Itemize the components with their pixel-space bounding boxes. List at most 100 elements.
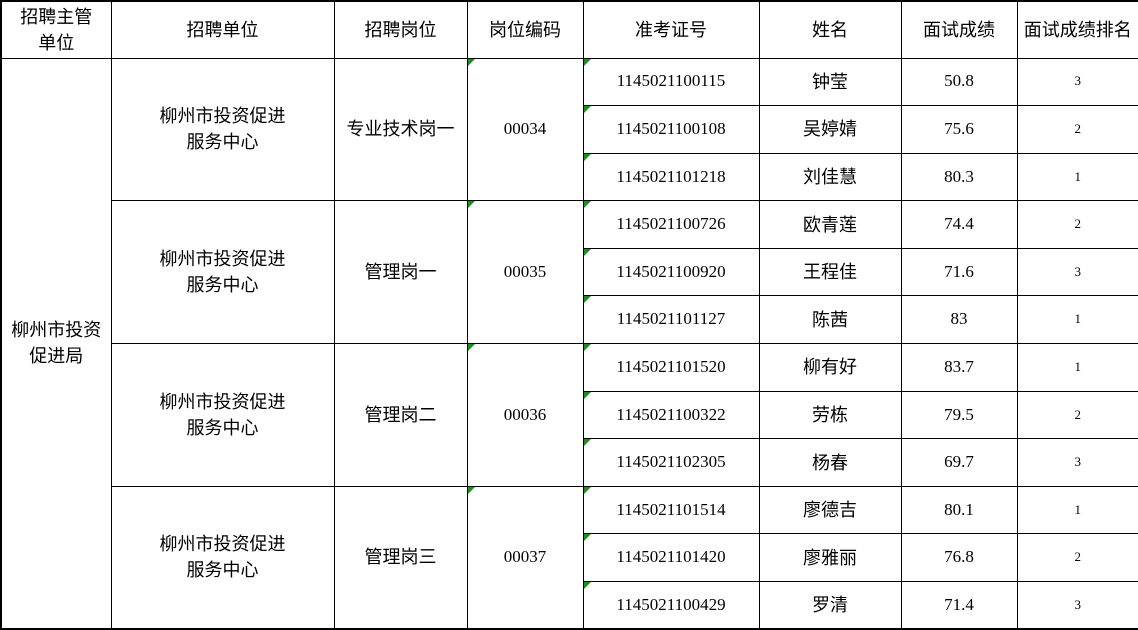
stored-as-text-marker-icon xyxy=(584,487,591,494)
header-rank: 面试成绩排名 xyxy=(1016,0,1138,59)
cell-ticket: 1145021100920 xyxy=(582,247,760,297)
cell-name: 陈茜 xyxy=(758,295,902,345)
ticket-label: 1145021101520 xyxy=(616,357,726,377)
cell-code: 00035 xyxy=(466,200,584,345)
table-row: 1145021100322 劳栋 79.5 2 xyxy=(1,390,1138,440)
cell-rank: 2 xyxy=(1016,200,1138,249)
table-row: 柳州市投资促进服务中心 管理岗二 00036 1145021101520 柳有好… xyxy=(1,343,1138,487)
stored-as-text-marker-icon xyxy=(468,201,475,209)
header-ticket: 准考证号 xyxy=(582,0,760,59)
cell-name: 劳栋 xyxy=(758,390,902,440)
table-row: 1145021101127 陈茜 83 1 xyxy=(1,295,1138,345)
cell-unit: 柳州市投资促进服务中心 xyxy=(110,57,335,202)
cell-ticket: 1145021100115 xyxy=(582,57,760,107)
cell-ticket: 1145021102305 xyxy=(582,438,760,487)
cell-position: 管理岗一 xyxy=(333,200,468,345)
cell-name: 王程佳 xyxy=(758,247,902,297)
cell-rank: 3 xyxy=(1016,581,1138,630)
cell-unit: 柳州市投资促进服务中心 xyxy=(110,485,335,630)
header-row: 招聘主管单位 招聘单位 招聘岗位 岗位编码 准考证号 姓名 面试成绩 面试成绩排… xyxy=(0,0,1138,59)
cell-score: 83 xyxy=(900,295,1018,345)
cell-supervisor-unit: 柳州市投资促进局 xyxy=(0,57,112,630)
cell-name: 廖雅丽 xyxy=(758,533,902,583)
cell-unit: 柳州市投资促进服务中心 xyxy=(110,200,335,345)
cell-code: 00037 xyxy=(466,485,584,630)
cell-ticket: 1145021101514 xyxy=(582,485,760,535)
cell-rank: 1 xyxy=(1016,295,1138,345)
cell-score: 79.5 xyxy=(900,390,1018,440)
stored-as-text-marker-icon xyxy=(584,106,591,114)
cell-score: 83.7 xyxy=(900,343,1018,392)
cell-rank: 2 xyxy=(1016,105,1138,154)
code-label: 00036 xyxy=(503,404,547,424)
cell-ticket: 1145021100726 xyxy=(582,200,760,249)
ticket-label: 1145021100726 xyxy=(616,214,726,234)
cell-score: 71.6 xyxy=(900,247,1018,297)
cell-score: 50.8 xyxy=(900,57,1018,107)
stored-as-text-marker-icon xyxy=(584,392,591,399)
unit-label: 柳州市投资促进服务中心 xyxy=(159,106,286,153)
header-name: 姓名 xyxy=(758,0,902,59)
unit-label: 柳州市投资促进服务中心 xyxy=(159,249,286,296)
table-row: 1145021101420 廖雅丽 76.8 2 xyxy=(1,533,1138,583)
cell-position: 专业技术岗一 xyxy=(333,57,468,202)
code-label: 00035 xyxy=(503,261,547,281)
header-unit: 招聘单位 xyxy=(110,0,335,59)
cell-name: 廖德吉 xyxy=(758,485,902,535)
header-position: 招聘岗位 xyxy=(333,0,468,59)
stored-as-text-marker-icon xyxy=(584,201,591,209)
cell-name: 杨春 xyxy=(758,438,902,487)
ticket-label: 1145021100115 xyxy=(616,71,726,91)
cell-unit: 柳州市投资促进服务中心 xyxy=(110,343,335,487)
stored-as-text-marker-icon xyxy=(584,344,591,352)
stored-as-text-marker-icon xyxy=(584,249,591,256)
ticket-label: 1145021100920 xyxy=(616,261,726,281)
cell-position: 管理岗三 xyxy=(333,485,468,630)
cell-ticket: 1145021100429 xyxy=(582,581,760,630)
table-row: 1145021100920 王程佳 71.6 3 xyxy=(1,247,1138,297)
table-row: 柳州市投资促进服务中心 管理岗一 00035 1145021100726 欧青莲… xyxy=(1,200,1138,345)
table-row: 柳州市投资促进局 柳州市投资促进服务中心 专业技术岗一 00034 114502… xyxy=(0,57,1138,630)
cell-score: 76.8 xyxy=(900,533,1018,583)
cell-code: 00036 xyxy=(466,343,584,487)
cell-name: 吴婷婧 xyxy=(758,105,902,154)
cell-ticket: 1145021101127 xyxy=(582,295,760,345)
cell-rank: 1 xyxy=(1016,485,1138,535)
stored-as-text-marker-icon xyxy=(584,582,591,590)
cell-score: 69.7 xyxy=(900,438,1018,487)
cell-rank: 1 xyxy=(1016,152,1138,202)
unit-label: 柳州市投资促进服务中心 xyxy=(159,391,286,438)
table-row: 1145021100108 吴婷婧 75.6 2 xyxy=(1,105,1138,154)
header-supervisor-unit: 招聘主管单位 xyxy=(0,0,112,59)
header-supervisor-unit-label: 招聘主管单位 xyxy=(20,6,93,53)
unit-label: 柳州市投资促进服务中心 xyxy=(159,534,286,581)
stored-as-text-marker-icon xyxy=(584,439,591,447)
table-row: 1145021101218 刘佳慧 80.3 1 xyxy=(1,152,1138,202)
ticket-label: 1145021100322 xyxy=(616,404,726,424)
header-code: 岗位编码 xyxy=(466,0,584,59)
ticket-label: 1145021101127 xyxy=(616,309,726,329)
cell-name: 柳有好 xyxy=(758,343,902,392)
ticket-label: 1145021100108 xyxy=(616,119,726,139)
ticket-label: 1145021100429 xyxy=(616,594,726,614)
ticket-label: 1145021102305 xyxy=(616,452,726,472)
cell-rank: 1 xyxy=(1016,343,1138,392)
stored-as-text-marker-icon xyxy=(468,58,475,66)
stored-as-text-marker-icon xyxy=(584,296,591,304)
cell-rank: 3 xyxy=(1016,57,1138,107)
stored-as-text-marker-icon xyxy=(468,487,475,494)
cell-score: 80.1 xyxy=(900,485,1018,535)
ticket-label: 1145021101218 xyxy=(616,166,726,186)
ticket-label: 1145021101420 xyxy=(616,547,726,567)
table-row: 1145021102305 杨春 69.7 3 xyxy=(1,438,1138,487)
stored-as-text-marker-icon xyxy=(468,344,475,352)
table-row: 柳州市投资促进服务中心 管理岗三 00037 1145021101514 廖德吉… xyxy=(1,485,1138,630)
cell-score: 74.4 xyxy=(900,200,1018,249)
code-label: 00034 xyxy=(503,119,547,139)
cell-name: 钟莹 xyxy=(758,57,902,107)
cell-name: 刘佳慧 xyxy=(758,152,902,202)
cell-ticket: 1145021101520 xyxy=(582,343,760,392)
cell-rank: 3 xyxy=(1016,438,1138,487)
header-score: 面试成绩 xyxy=(900,0,1018,59)
